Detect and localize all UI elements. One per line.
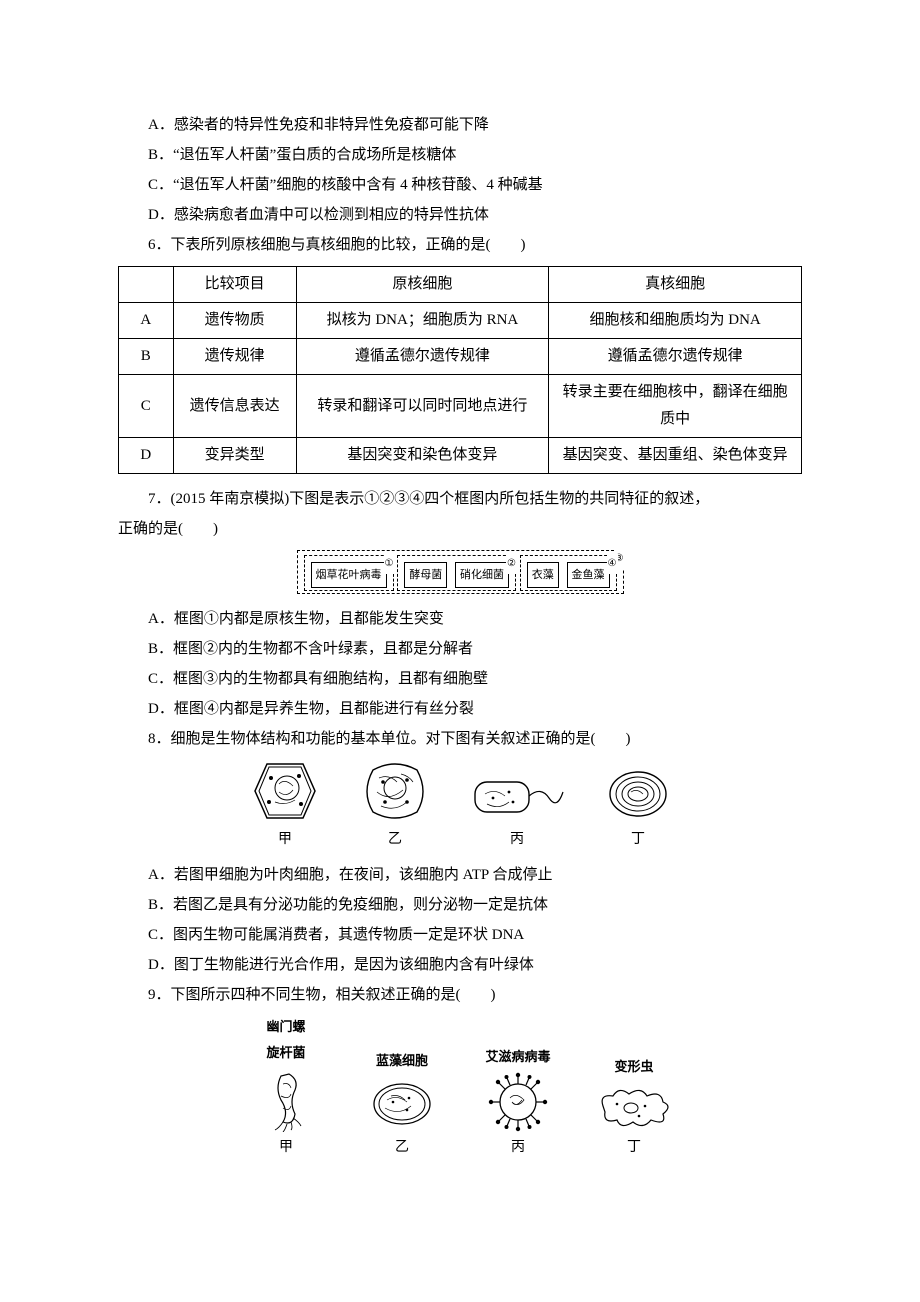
table-row: C 遗传信息表达 转录和翻译可以同时同地点进行 转录主要在细胞核中，翻译在细胞质… xyxy=(119,375,802,438)
cell: 细胞核和细胞质均为 DNA xyxy=(549,303,802,339)
q8-cell-jia: 甲 xyxy=(249,758,321,854)
q7-stem-line2: 正确的是( ) xyxy=(118,514,802,544)
q5-option-c: C．“退伍军人杆菌”细胞的核酸中含有 4 种核苷酸、4 种碱基 xyxy=(118,170,802,200)
q9-cell-ding: 变形虫 丁 xyxy=(594,1054,674,1162)
th-blank xyxy=(119,267,174,303)
box-chlamydomonas: 衣藻 xyxy=(527,562,559,588)
cell: 拟核为 DNA；细胞质为 RNA xyxy=(296,303,549,339)
frame-2: ② 酵母菌 硝化细菌 xyxy=(397,555,516,591)
plant-cell-icon xyxy=(249,758,321,824)
q8-option-b: B．若图乙是具有分泌功能的免疫细胞，则分泌物一定是抗体 xyxy=(118,890,802,920)
frame-4: ④ 衣藻 金鱼藻 xyxy=(520,555,617,591)
q9-cell-jia: 幽门螺 旋杆菌 甲 xyxy=(246,1014,326,1162)
th-prokaryote: 原核细胞 xyxy=(296,267,549,303)
box-ceratophyllum: 金鱼藻 xyxy=(567,562,610,588)
th-item: 比较项目 xyxy=(173,267,296,303)
q8-stem: 8．细胞是生物体结构和功能的基本单位。对下图有关叙述正确的是( ) xyxy=(118,724,802,754)
q8-option-d: D．图丁生物能进行光合作用，是因为该细胞内含有叶绿体 xyxy=(118,950,802,980)
q9-bot-bing: 丙 xyxy=(511,1134,525,1162)
bacterium-icon xyxy=(469,768,565,824)
q5-option-b: B．“退伍军人杆菌”蛋白质的合成场所是核糖体 xyxy=(118,140,802,170)
q9-top-bing: 艾滋病病毒 xyxy=(485,1044,550,1070)
cell: C xyxy=(119,375,174,438)
cell: 遵循孟德尔遗传规律 xyxy=(549,339,802,375)
cyanobacteria-cell-icon xyxy=(369,1076,435,1132)
q8-label-bing: 丙 xyxy=(510,826,524,854)
cell: 转录主要在细胞核中，翻译在细胞质中 xyxy=(549,375,802,438)
q8-label-jia: 甲 xyxy=(278,826,292,854)
q7-option-c: C．框图③内的生物都具有细胞结构，且都有细胞壁 xyxy=(118,664,802,694)
q8-label-ding: 丁 xyxy=(631,826,645,854)
q9-top-yi: 蓝藻细胞 xyxy=(376,1048,428,1074)
cell: 变异类型 xyxy=(173,438,296,474)
cyanobacterium-icon xyxy=(605,764,671,824)
frame-4-tag: ④ xyxy=(607,554,618,574)
table-row: B 遗传规律 遵循孟德尔遗传规律 遵循孟德尔遗传规律 xyxy=(119,339,802,375)
q9-stem: 9．下图所示四种不同生物，相关叙述正确的是( ) xyxy=(118,980,802,1010)
q5-option-d: D．感染病愈者血清中可以检测到相应的特异性抗体 xyxy=(118,200,802,230)
q9-bot-ding: 丁 xyxy=(627,1134,641,1162)
q9-top-jia: 幽门螺 旋杆菌 xyxy=(266,1014,305,1066)
q7-option-d: D．框图④内都是异养生物，且都能进行有丝分裂 xyxy=(118,694,802,724)
cell: 遗传物质 xyxy=(173,303,296,339)
q9-bot-jia: 甲 xyxy=(279,1134,293,1162)
q9-bot-yi: 乙 xyxy=(395,1134,409,1162)
helicobacter-icon xyxy=(265,1068,307,1132)
q7-option-b: B．框图②内的生物都不含叶绿素，且都是分解者 xyxy=(118,634,802,664)
cell: 转录和翻译可以同时同地点进行 xyxy=(296,375,549,438)
cell: 遵循孟德尔遗传规律 xyxy=(296,339,549,375)
q7-option-a: A．框图①内都是原核生物，且都能发生突变 xyxy=(118,604,802,634)
cell: D xyxy=(119,438,174,474)
q5-option-a: A．感染者的特异性免疫和非特异性免疫都可能下降 xyxy=(118,110,802,140)
hiv-virus-icon xyxy=(488,1072,548,1132)
box-yeast: 酵母菌 xyxy=(404,562,447,588)
table-row: A 遗传物质 拟核为 DNA；细胞质为 RNA 细胞核和细胞质均为 DNA xyxy=(119,303,802,339)
q9-top-ding: 变形虫 xyxy=(614,1054,653,1080)
document-page: A．感染者的特异性免疫和非特异性免疫都可能下降 B．“退伍军人杆菌”蛋白质的合成… xyxy=(0,0,920,1228)
q7-diagram: ③ ① 烟草花叶病毒 ② 酵母菌 硝化细菌 ④ 衣藻 金鱼藻 xyxy=(118,550,802,594)
table-row: 比较项目 原核细胞 真核细胞 xyxy=(119,267,802,303)
frame-3: ③ ① 烟草花叶病毒 ② 酵母菌 硝化细菌 ④ 衣藻 金鱼藻 xyxy=(297,550,624,594)
cell: 遗传规律 xyxy=(173,339,296,375)
frame-1-tag: ① xyxy=(384,554,395,574)
q6-table: 比较项目 原核细胞 真核细胞 A 遗传物质 拟核为 DNA；细胞质为 RNA 细… xyxy=(118,266,802,474)
q8-label-yi: 乙 xyxy=(388,826,402,854)
cell: A xyxy=(119,303,174,339)
box-nitrifier: 硝化细菌 xyxy=(455,562,509,588)
frame-2-tag: ② xyxy=(506,554,517,574)
animal-cell-icon xyxy=(361,758,429,824)
table-row: D 变异类型 基因突变和染色体变异 基因突变、基因重组、染色体变异 xyxy=(119,438,802,474)
amoeba-icon xyxy=(595,1082,673,1132)
q7-stem-line1: 7．(2015 年南京模拟)下图是表示①②③④四个框图内所包括生物的共同特征的叙… xyxy=(118,484,802,514)
box-tmv: 烟草花叶病毒 xyxy=(311,562,387,588)
th-eukaryote: 真核细胞 xyxy=(549,267,802,303)
cell: B xyxy=(119,339,174,375)
q9-figure: 幽门螺 旋杆菌 甲 蓝藻细胞 乙 艾滋病病毒 xyxy=(118,1014,802,1162)
cell: 遗传信息表达 xyxy=(173,375,296,438)
q8-cell-bing: 丙 xyxy=(469,768,565,854)
q8-cell-ding: 丁 xyxy=(605,764,671,854)
q9-cell-yi: 蓝藻细胞 乙 xyxy=(362,1048,442,1162)
q8-cell-yi: 乙 xyxy=(361,758,429,854)
q9-cell-bing: 艾滋病病毒 xyxy=(478,1044,558,1162)
q8-option-a: A．若图甲细胞为叶肉细胞，在夜间，该细胞内 ATP 合成停止 xyxy=(118,860,802,890)
cell: 基因突变和染色体变异 xyxy=(296,438,549,474)
q6-stem: 6．下表所列原核细胞与真核细胞的比较，正确的是( ) xyxy=(118,230,802,260)
cell: 基因突变、基因重组、染色体变异 xyxy=(549,438,802,474)
q8-option-c: C．图丙生物可能属消费者，其遗传物质一定是环状 DNA xyxy=(118,920,802,950)
frame-1: ① 烟草花叶病毒 xyxy=(304,555,394,591)
q8-figure: 甲 乙 丙 xyxy=(118,758,802,854)
